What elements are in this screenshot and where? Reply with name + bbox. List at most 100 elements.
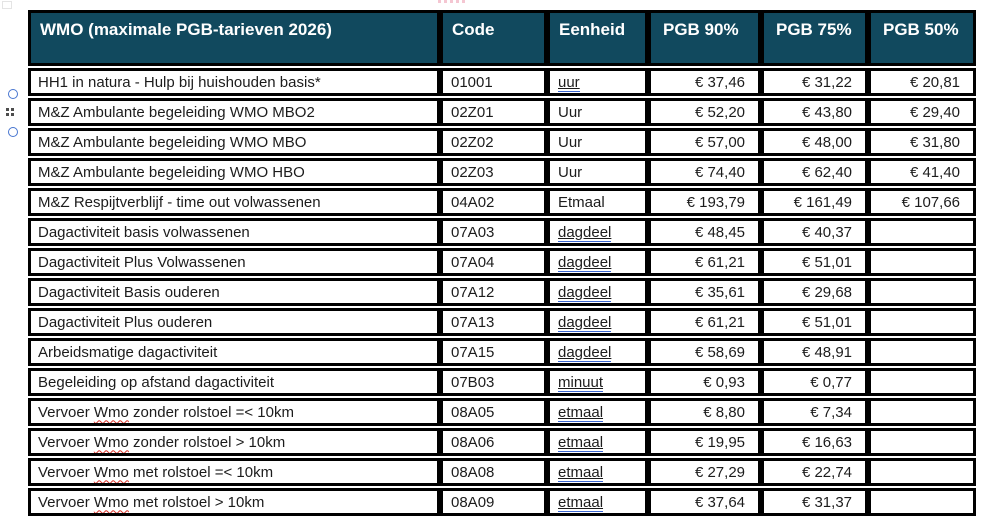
cell-eenheid: dagdeel (547, 278, 648, 306)
unit-text: Uur (558, 103, 583, 121)
cell-pgb90: € 74,40 (648, 158, 761, 186)
cell-pgb50 (868, 428, 976, 456)
col-header-pgb90: PGB 90% (648, 10, 761, 66)
unit-link[interactable]: etmaal (558, 463, 604, 483)
cell-description: Begeleiding op afstand dagactiviteit (28, 368, 440, 396)
cell-pgb75: € 51,01 (761, 308, 868, 336)
cell-pgb90: € 0,93 (648, 368, 761, 396)
cell-pgb50 (868, 218, 976, 246)
cell-code: 07A04 (440, 248, 547, 276)
col-header-pgb50: PGB 50% (868, 10, 976, 66)
cell-pgb50 (868, 368, 976, 396)
cell-description: M&Z Ambulante begeleiding WMO MBO2 (28, 98, 440, 126)
cell-description: Arbeidsmatige dagactiviteit (28, 338, 440, 366)
table-row: Vervoer Wmo zonder rolstoel > 10km 08A06 e… (28, 428, 976, 456)
cell-pgb75: € 48,00 (761, 128, 868, 156)
unit-text: Uur (558, 133, 583, 151)
anchor-circle-icon (8, 127, 18, 137)
cell-pgb90: € 57,00 (648, 128, 761, 156)
cell-eenheid: Etmaal (547, 188, 648, 216)
cell-pgb75: € 7,34 (761, 398, 868, 426)
anchor-circle-icon (8, 89, 18, 99)
table-corner-mark (2, 1, 12, 9)
cell-code: 02Z02 (440, 128, 547, 156)
cell-pgb90: € 37,64 (648, 488, 761, 516)
table-row: HH1 in natura - Hulp bij huishouden basi… (28, 68, 976, 96)
table-row: Vervoer Wmo zonder rolstoel =< 10km 08A05… (28, 398, 976, 426)
cell-eenheid: etmaal (547, 488, 648, 516)
cell-pgb90: € 27,29 (648, 458, 761, 486)
cell-pgb90: € 8,80 (648, 398, 761, 426)
unit-text: Uur (558, 163, 583, 181)
cell-description: Dagactiviteit Plus ouderen (28, 308, 440, 336)
cell-pgb50: € 107,66 (868, 188, 976, 216)
cell-eenheid: dagdeel (547, 248, 648, 276)
cell-description: Dagactiviteit basis volwassenen (28, 218, 440, 246)
table-row: Dagactiviteit Basis ouderen 07A12 dagdeel €… (28, 278, 976, 306)
table-row: Arbeidsmatige dagactiviteit 07A15 dagdeel €… (28, 338, 976, 366)
cell-pgb75: € 29,68 (761, 278, 868, 306)
cell-pgb75: € 161,49 (761, 188, 868, 216)
cell-pgb50 (868, 398, 976, 426)
unit-link[interactable]: uur (558, 73, 580, 93)
cell-pgb90: € 61,21 (648, 308, 761, 336)
unit-link[interactable]: dagdeel (558, 253, 612, 273)
cell-pgb75: € 48,91 (761, 338, 868, 366)
cell-pgb90: € 52,20 (648, 98, 761, 126)
cell-description: Vervoer Wmo met rolstoel > 10km (28, 488, 440, 516)
unit-link[interactable]: etmaal (558, 403, 604, 423)
cell-pgb50 (868, 488, 976, 516)
cell-pgb50 (868, 308, 976, 336)
cell-pgb75: € 51,01 (761, 248, 868, 276)
cell-code: 08A08 (440, 458, 547, 486)
cell-pgb90: € 61,21 (648, 248, 761, 276)
cell-pgb50 (868, 248, 976, 276)
cell-pgb75: € 31,22 (761, 68, 868, 96)
cell-pgb50: € 29,40 (868, 98, 976, 126)
misspelled-word: Wmo (93, 403, 129, 421)
unit-link[interactable]: minuut (558, 373, 604, 393)
cell-pgb50: € 20,81 (868, 68, 976, 96)
cell-code: 04A02 (440, 188, 547, 216)
drag-handle-icon[interactable] (6, 108, 15, 117)
unit-link[interactable]: etmaal (558, 433, 604, 453)
table-row: M&Z Ambulante begeleiding WMO MBO2 02Z01 U… (28, 98, 976, 126)
cell-pgb90: € 35,61 (648, 278, 761, 306)
cell-pgb90: € 48,45 (648, 218, 761, 246)
cell-description: Vervoer Wmo zonder rolstoel > 10km (28, 428, 440, 456)
table-title: WMO (maximale PGB-tarieven 2026) (28, 10, 440, 66)
cell-code: 07A13 (440, 308, 547, 336)
cell-pgb90: € 58,69 (648, 338, 761, 366)
table-row: Vervoer Wmo met rolstoel =< 10km 08A08 etm… (28, 458, 976, 486)
cell-code: 07A03 (440, 218, 547, 246)
misspelled-word: Wmo (93, 493, 129, 511)
cell-code: 07A15 (440, 338, 547, 366)
cell-eenheid: etmaal (547, 398, 648, 426)
cell-description: M&Z Respijtverblijf - time out volwassen… (28, 188, 440, 216)
table-row: Vervoer Wmo met rolstoel > 10km 08A09 etma… (28, 488, 976, 516)
cell-code: 08A06 (440, 428, 547, 456)
unit-link[interactable]: dagdeel (558, 313, 612, 333)
table-row: M&Z Ambulante begeleiding WMO MBO 02Z02 Uu… (28, 128, 976, 156)
cell-code: 08A05 (440, 398, 547, 426)
cell-pgb50 (868, 278, 976, 306)
cell-eenheid: dagdeel (547, 308, 648, 336)
cell-description: M&Z Ambulante begeleiding WMO HBO (28, 158, 440, 186)
cell-code: 07B03 (440, 368, 547, 396)
col-header-pgb75: PGB 75% (761, 10, 868, 66)
unit-link[interactable]: dagdeel (558, 223, 612, 243)
unit-text: Etmaal (558, 193, 605, 211)
cell-pgb90: € 19,95 (648, 428, 761, 456)
unit-link[interactable]: dagdeel (558, 283, 612, 303)
cell-pgb75: € 0,77 (761, 368, 868, 396)
unit-link[interactable]: dagdeel (558, 343, 612, 363)
clipped-spellcheck-squiggle (438, 0, 468, 3)
cell-pgb75: € 40,37 (761, 218, 868, 246)
cell-description: Vervoer Wmo met rolstoel =< 10km (28, 458, 440, 486)
col-header-eenheid: Eenheid (547, 10, 648, 66)
cell-description: HH1 in natura - Hulp bij huishouden basi… (28, 68, 440, 96)
unit-link[interactable]: etmaal (558, 493, 604, 513)
cell-eenheid: minuut (547, 368, 648, 396)
table-row: M&Z Respijtverblijf - time out volwassen… (28, 188, 976, 216)
